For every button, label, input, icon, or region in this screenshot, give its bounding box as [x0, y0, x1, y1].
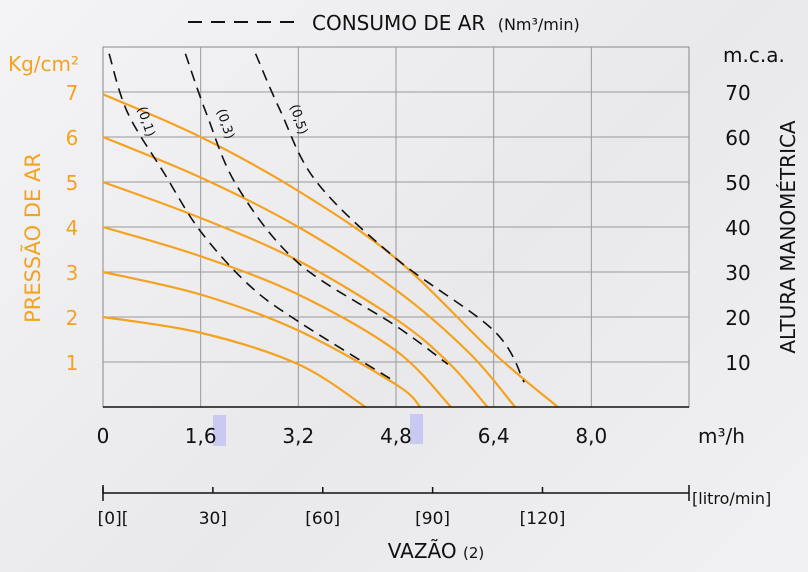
air-curve-label: (0,5) [286, 103, 310, 137]
pressure-curve-4 [102, 225, 452, 408]
left-tick-label: 2 [66, 306, 79, 330]
x-tick-label: 4,8 [380, 424, 412, 448]
legend-unit: (Nm³/min) [498, 15, 580, 34]
secondary-x-axis: [0][ 30] [60] [90] [120] [98, 485, 690, 529]
left-tick-label: 5 [66, 171, 79, 195]
pressure-curve-7 [102, 93, 559, 408]
right-tick-label: 50 [725, 171, 750, 195]
x-tick-label: 0 [97, 424, 110, 448]
pressure-curve-5 [102, 180, 489, 408]
secondary-axis-unit: [litro/min] [692, 489, 771, 508]
x-axis-title-note: (2) [463, 544, 484, 562]
x-axis-title: VAZÃO [388, 539, 457, 563]
x-axis-unit: m³/h [698, 424, 745, 448]
air-curve-2 [254, 53, 525, 383]
x-tick-label: 6,4 [478, 424, 510, 448]
left-axis-title: PRESSÃO DE AR [19, 153, 45, 323]
x-tick-label: 8,0 [575, 424, 607, 448]
left-tick-label: 7 [66, 81, 79, 105]
right-axis-title: ALTURA MANOMÉTRICA [776, 120, 800, 354]
pressure-curve-2 [102, 315, 367, 408]
secondary-tick-label: [120] [520, 509, 566, 529]
highlight-mark-2 [410, 414, 423, 444]
pressure-curves [102, 93, 559, 408]
right-tick-label: 40 [725, 216, 750, 240]
air-curve-1 [184, 53, 449, 365]
air-curve-0 [108, 53, 397, 383]
right-axis-ticks: 10 20 30 40 50 60 70 [725, 81, 750, 375]
right-axis-unit: m.c.a. [723, 43, 785, 67]
left-tick-label: 3 [66, 261, 79, 285]
secondary-tick-label: [90] [415, 509, 450, 529]
air-curve-label: (0,1) [134, 105, 158, 139]
left-axis-unit: Kg/cm² [8, 52, 79, 76]
pressure-curve-6 [102, 135, 516, 408]
legend: CONSUMO DE AR (Nm³/min) [188, 11, 580, 35]
svg-text:VAZÃO (2): VAZÃO (2) [388, 539, 484, 563]
right-tick-label: 60 [725, 126, 750, 150]
legend-label: CONSUMO DE AR [312, 11, 485, 35]
grid [103, 47, 689, 407]
secondary-tick-label: [60] [305, 509, 340, 529]
left-tick-label: 4 [66, 216, 79, 240]
svg-text:CONSUMO DE AR (Nm³/min): CONSUMO DE AR (Nm³/min) [312, 11, 580, 35]
left-axis-ticks: 1 2 3 4 5 6 7 [66, 81, 79, 375]
highlight-mark-1 [213, 415, 226, 446]
left-tick-label: 1 [66, 351, 79, 375]
secondary-tick-label: 30] [199, 509, 227, 529]
right-tick-label: 30 [725, 261, 750, 285]
left-tick-label: 6 [66, 126, 79, 150]
right-tick-label: 20 [725, 306, 750, 330]
right-tick-label: 70 [725, 81, 750, 105]
x-tick-label: 1,6 [185, 424, 217, 448]
x-tick-label: 3,2 [282, 424, 314, 448]
x-axis-ticks: 0 1,6 3,2 4,8 6,4 8,0 [97, 424, 608, 448]
right-tick-label: 10 [725, 351, 750, 375]
pressure-curve-3 [102, 270, 422, 408]
air-consumption-curves: (0,1) (0,3) (0,5) [108, 53, 525, 383]
secondary-tick-label: [0][ [98, 509, 129, 529]
air-curve-label: (0,3) [213, 107, 237, 141]
